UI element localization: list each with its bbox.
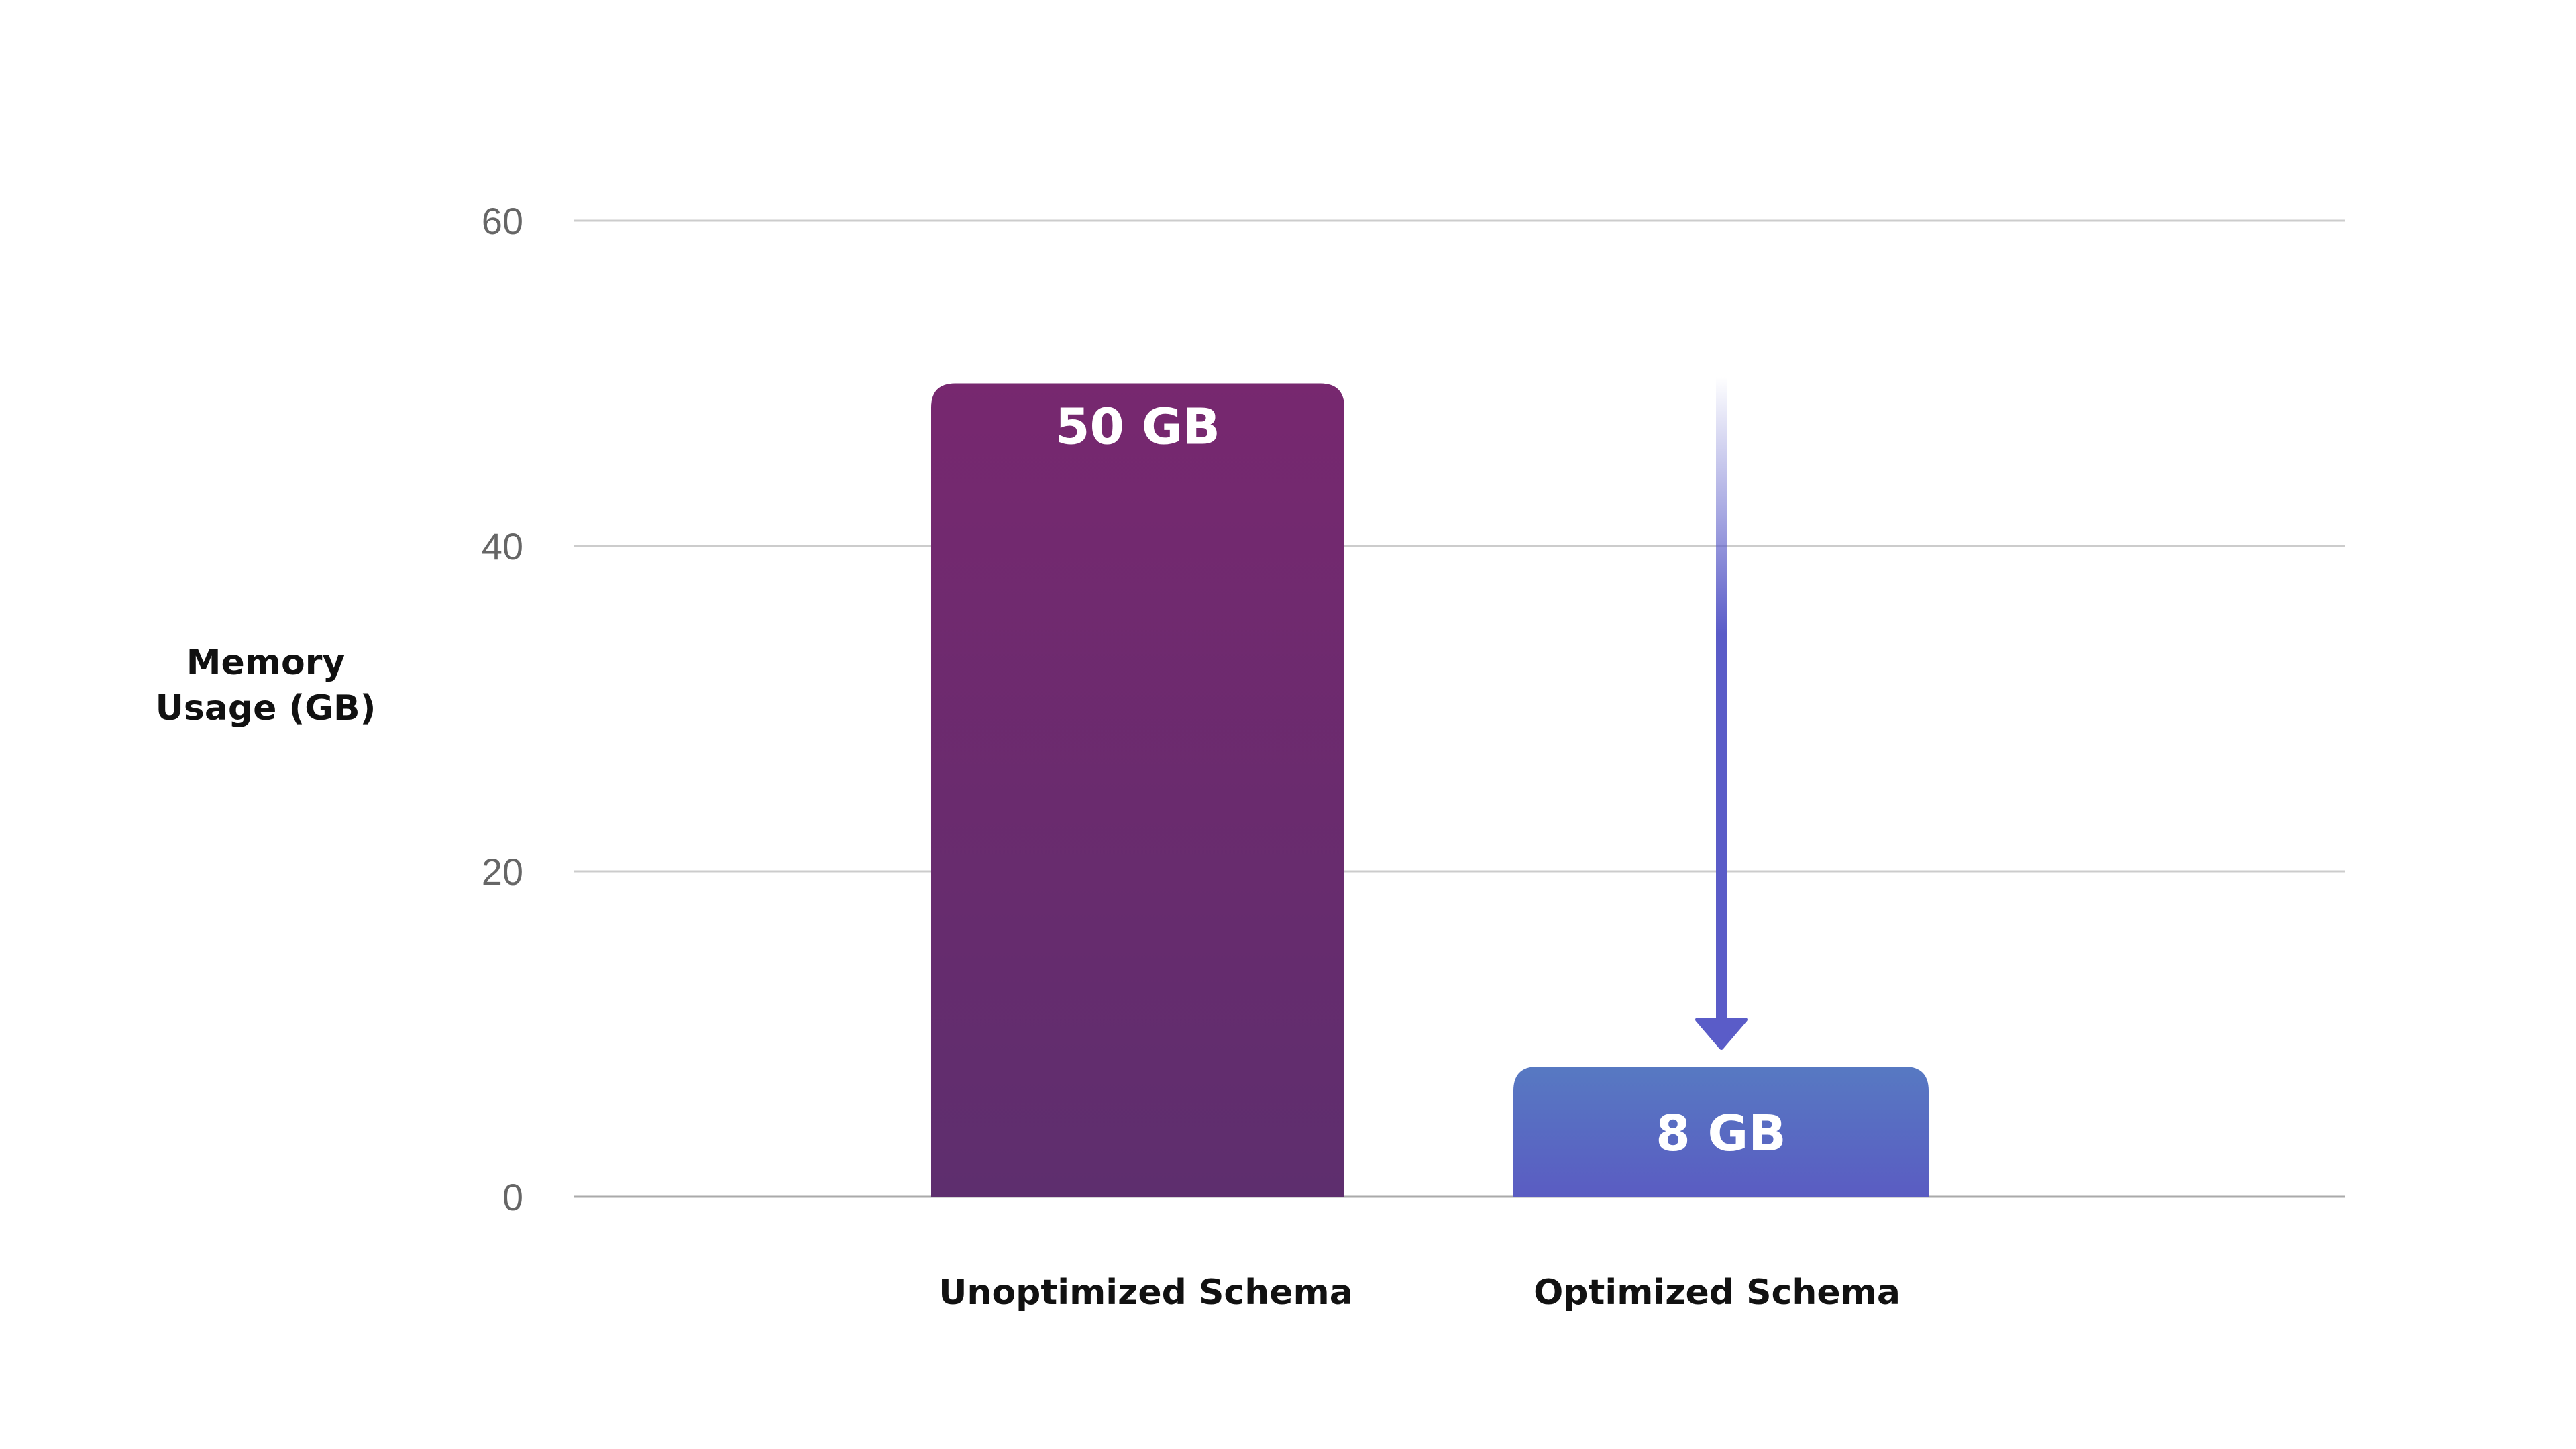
arrow-shaft [1716, 376, 1727, 1020]
bar [1513, 1067, 1929, 1197]
y-tick-label: 0 [502, 1176, 523, 1218]
y-tick-label: 60 [482, 200, 523, 242]
bar [931, 383, 1344, 1197]
reduction-arrow [1695, 376, 1748, 1050]
arrow-head-icon [1695, 1018, 1748, 1050]
gridlines [574, 219, 2345, 1198]
bar-value-label: 8 GB [1656, 1105, 1786, 1163]
y-axis-label-line2: Usage (GB) [156, 688, 376, 729]
x-tick-label: Optimized Schema [1534, 1273, 1900, 1313]
bars: 50 GB 8 GB [931, 383, 1929, 1197]
y-axis-label-line1: Memory [186, 643, 345, 683]
y-tick-label: 40 [482, 525, 523, 568]
y-tick-labels: 0 20 40 60 [482, 200, 523, 1218]
y-tick-label: 20 [482, 851, 523, 893]
bar-value-label: 50 GB [1055, 398, 1220, 456]
x-tick-label: Unoptimized Schema [938, 1273, 1353, 1313]
x-tick-labels: Unoptimized Schema Optimized Schema [938, 1273, 1900, 1313]
